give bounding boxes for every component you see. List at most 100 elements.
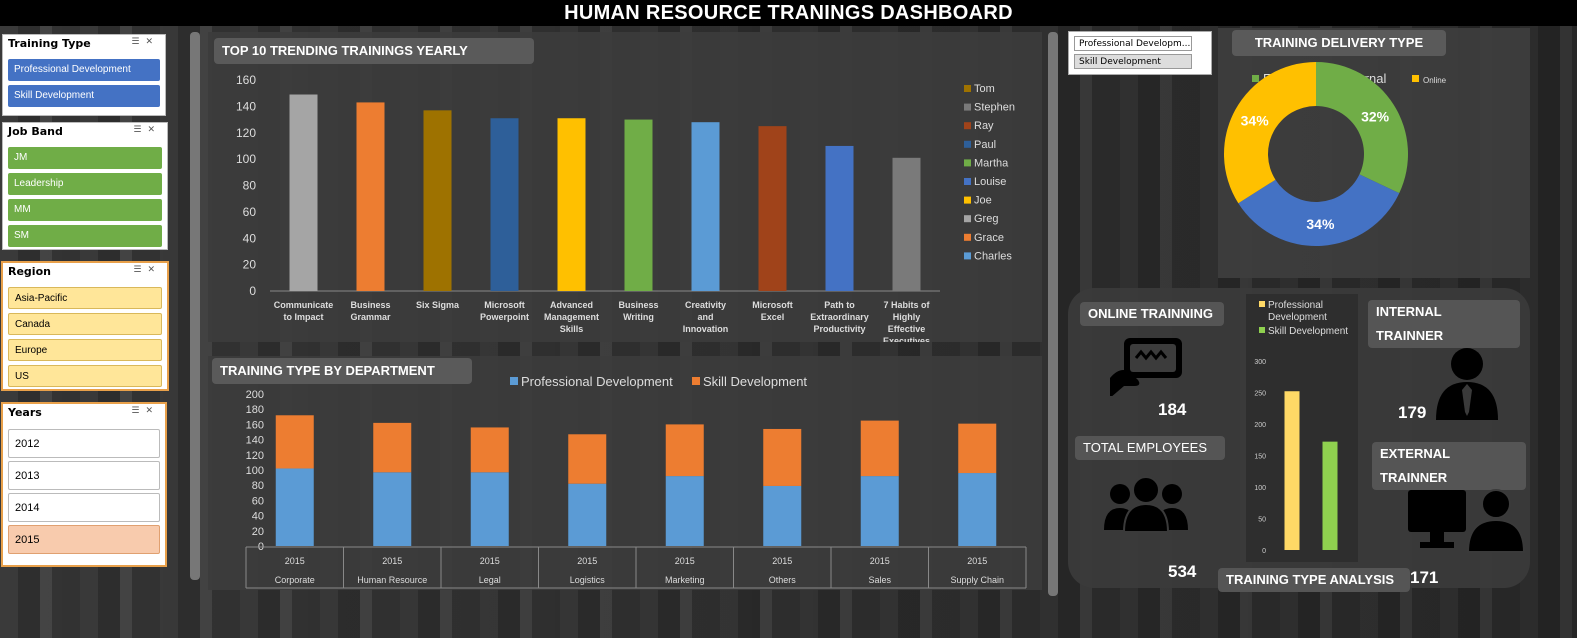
y-tick-label: 120 — [246, 450, 264, 462]
x-tick-label: Supply Chain — [950, 575, 1004, 585]
slicer-item-europe[interactable]: Europe — [8, 339, 162, 361]
y-tick-label: 250 — [1254, 391, 1266, 398]
internal-trainer-icon — [1436, 348, 1498, 420]
bar-0-7 — [958, 473, 997, 546]
bar-1-7 — [958, 423, 997, 474]
bar-0 — [289, 94, 318, 291]
slicer-item-jm[interactable]: JM — [8, 147, 162, 169]
kpi-label-online: ONLINE TRAINNING — [1080, 302, 1224, 326]
x-tick-label: Legal — [479, 575, 501, 585]
legend-swatch — [1252, 75, 1259, 82]
bar-5 — [624, 119, 653, 291]
slicer-item-2012[interactable]: 2012 — [8, 429, 160, 458]
y-tick-label: 140 — [236, 99, 256, 113]
y-tick-label: 80 — [243, 179, 257, 193]
y-tick-label: 100 — [236, 152, 256, 166]
x-tick-label: Highly — [893, 312, 921, 322]
online-training-icon — [1110, 338, 1182, 396]
slicer-item-skill-development[interactable]: Skill Development — [8, 85, 160, 107]
legend-swatch — [964, 122, 971, 130]
x-tick-label: Excel — [761, 312, 785, 322]
slicer-item-mm[interactable]: MM — [8, 199, 162, 221]
kpi-value-employees: 534 — [1168, 562, 1197, 581]
y-tick-label: 0 — [249, 284, 256, 298]
x-tick-label: Creativity — [685, 300, 726, 310]
x-tick-label: Microsoft — [484, 300, 525, 310]
legend-label: Stephen — [974, 102, 1015, 114]
bar-6 — [691, 122, 720, 291]
slicer-item-skill-development[interactable]: Skill Development — [1074, 54, 1192, 69]
external-trainer-icon — [1408, 489, 1526, 553]
y-tick-label: 160 — [236, 73, 256, 87]
x-tick-label: Extraordinary — [810, 312, 869, 322]
x-tick-label: Effective — [888, 324, 926, 334]
slicer-item-2013[interactable]: 2013 — [8, 461, 160, 490]
slicer-item-2015[interactable]: 2015 — [8, 525, 160, 554]
legend-label: Greg — [974, 213, 998, 225]
y-tick-label: 120 — [236, 126, 256, 140]
slicer-item-us[interactable]: US — [8, 365, 162, 387]
slicer-title: Years — [8, 406, 42, 419]
slicer-item-asia-pacific[interactable]: Asia-Pacific — [8, 287, 162, 309]
slice-label: 34% — [1306, 216, 1335, 232]
legend-swatch — [964, 233, 971, 241]
legend-label: Paul — [974, 139, 996, 151]
x-tick-label: Skills — [560, 324, 584, 334]
x-tick-label: Six Sigma — [416, 300, 460, 310]
slicer-item-sm[interactable]: SM — [8, 225, 162, 247]
y-tick-label: 160 — [246, 419, 264, 431]
year-label: 2015 — [577, 556, 597, 566]
slice-label: 32% — [1361, 108, 1390, 124]
y-tick-label: 50 — [1258, 517, 1266, 524]
legend-label: Professional Development — [521, 374, 673, 389]
x-tick-label: Corporate — [275, 575, 315, 585]
slicer-item-2014[interactable]: 2014 — [8, 493, 160, 522]
legend-label: Ray — [974, 120, 994, 132]
slice-1 — [1238, 174, 1400, 246]
bar-3 — [490, 118, 519, 292]
slicer-filter-icons[interactable]: ☰✕ — [133, 125, 161, 135]
x-tick-label: Marketing — [665, 575, 705, 585]
slicer-title: Job Band — [8, 125, 63, 138]
x-tick-label: Grammar — [350, 312, 391, 322]
legend-swatch — [692, 377, 700, 385]
slicer-filter-icons[interactable]: ☰✕ — [133, 265, 161, 275]
legend-label: Tom — [974, 83, 995, 95]
bar-0-5 — [763, 485, 802, 546]
y-tick-label: 200 — [246, 389, 264, 401]
kpi-label-employees: TOTAL EMPLOYEES — [1075, 436, 1225, 460]
slicer-item-professional-development[interactable]: Professional Developm... — [1074, 36, 1192, 51]
y-tick-label: 200 — [1254, 422, 1266, 429]
x-tick-label: and — [697, 312, 713, 322]
y-tick-label: 20 — [243, 258, 257, 272]
y-tick-label: 60 — [243, 205, 257, 219]
year-label: 2015 — [285, 556, 305, 566]
slicer-header: Job Band ☰✕ — [3, 123, 167, 145]
legend-swatch — [1259, 327, 1265, 333]
legend-swatch — [1259, 301, 1265, 307]
slice-2 — [1224, 61, 1316, 204]
x-tick-label: Productivity — [813, 324, 865, 334]
x-tick-label: Logistics — [570, 575, 606, 585]
y-tick-label: 180 — [246, 404, 264, 416]
panel-top10-trainings: TOP 10 TRENDING TRAININGS YEARLY 0 20 40 60… — [208, 32, 1042, 342]
kpi-value-online: 184 — [1158, 400, 1187, 419]
legend-label: Martha — [974, 157, 1009, 169]
x-tick-label: Communicate — [274, 300, 334, 310]
y-tick-label: 150 — [1254, 454, 1266, 461]
x-tick-label: Innovation — [683, 324, 729, 334]
delivery-donut-chart: ExternalInternalOnline32%34%34% — [1224, 61, 1447, 246]
year-label: 2015 — [480, 556, 500, 566]
slicer-item-canada[interactable]: Canada — [8, 313, 162, 335]
legend-swatch — [964, 140, 971, 148]
slicer-item-professional-development[interactable]: Professional Development — [8, 59, 160, 81]
slicer-item-leadership[interactable]: Leadership — [8, 173, 162, 195]
kpi-label-external: EXTERNAL TRAINNER — [1372, 442, 1526, 490]
bar-1-0 — [275, 415, 314, 469]
legend-label: Charles — [974, 250, 1012, 262]
slicer-filter-icons[interactable]: ☰✕ — [131, 37, 159, 47]
bar-0-6 — [860, 476, 899, 546]
bar-1-3 — [568, 434, 607, 484]
slicer-filter-icons[interactable]: ☰✕ — [131, 406, 159, 416]
y-tick-label: 80 — [252, 480, 264, 492]
